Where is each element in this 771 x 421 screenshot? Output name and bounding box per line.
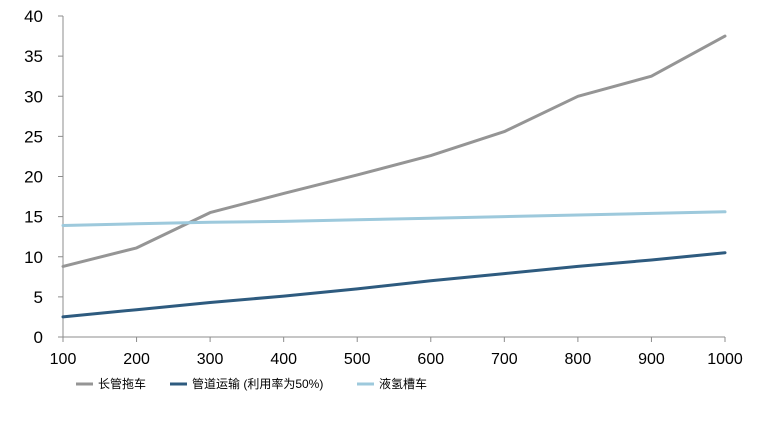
series-line-1 <box>61 34 727 268</box>
y-tick-label: 15 <box>24 208 43 227</box>
legend-label-1: 长管拖车 <box>98 376 146 391</box>
x-tick-label: 200 <box>123 351 150 368</box>
axes: 0 5 10 15 20 25 30 35 40 100 200 300 400 500 600 700 800… <box>24 7 743 368</box>
y-tick-label: 40 <box>24 7 43 26</box>
series-layer <box>61 34 727 319</box>
x-tick-label: 700 <box>491 351 518 368</box>
series-line-2 <box>61 251 727 319</box>
y-tick-label: 0 <box>34 328 43 347</box>
y-tick-label: 25 <box>24 127 43 146</box>
x-tick-label: 300 <box>197 351 224 368</box>
y-tick-label: 35 <box>24 47 43 66</box>
x-tick-label: 600 <box>417 351 444 368</box>
legend-label-2: 管道运输 (利用率为50%) <box>192 376 323 391</box>
x-tick-label: 800 <box>565 351 592 368</box>
x-tick-label: 900 <box>638 351 665 368</box>
x-tick-label: 100 <box>50 351 77 368</box>
y-tick-label: 20 <box>24 168 43 187</box>
series-line-3 <box>61 210 727 227</box>
legend: 长管拖车 管道运输 (利用率为50%) 液氢槽车 <box>76 376 427 391</box>
x-tick-label: 500 <box>344 351 371 368</box>
y-tick-label: 10 <box>24 248 43 267</box>
x-tick-label: 400 <box>270 351 297 368</box>
legend-label-3: 液氢槽车 <box>379 376 427 391</box>
y-tick-label: 30 <box>24 87 43 106</box>
y-tick-label: 5 <box>34 288 43 307</box>
x-tick-label: 1000 <box>707 351 743 368</box>
